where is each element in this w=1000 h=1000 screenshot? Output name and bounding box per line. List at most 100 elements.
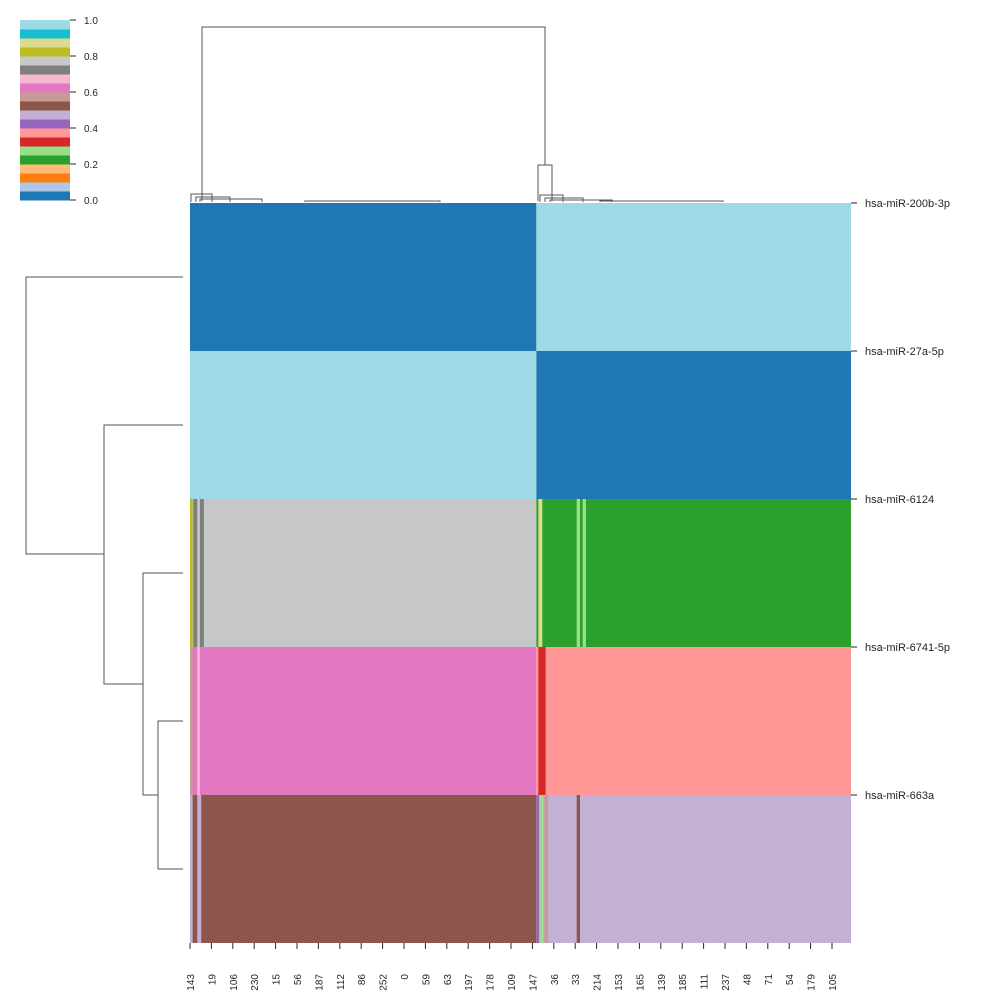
column-dendrogram	[190, 26, 724, 202]
row-label: hsa-miR-6741-5p	[865, 642, 950, 654]
col-label: 112	[336, 974, 347, 990]
colorbar-segment	[20, 155, 70, 165]
col-label: 63	[443, 974, 454, 986]
heatmap-stripe	[199, 499, 204, 647]
col-label: 48	[742, 974, 753, 986]
heatmap-grid	[190, 203, 851, 943]
colorbar-segment	[20, 110, 70, 120]
heatmap-cell	[536, 203, 851, 351]
dendrogram-link	[25, 276, 183, 555]
dendrogram-link	[103, 424, 183, 685]
col-label: 59	[421, 974, 432, 986]
dendrogram-link	[304, 200, 441, 202]
col-label: 197	[464, 974, 475, 991]
col-label: 252	[379, 974, 390, 991]
col-label: 153	[614, 974, 625, 991]
heatmap-cell	[190, 351, 537, 499]
col-label: 143	[186, 974, 197, 991]
dendrogram-link	[142, 572, 183, 796]
heatmap-stripe	[197, 647, 200, 795]
colorbar-tick-label: 0.0	[84, 196, 98, 207]
col-label: 178	[486, 974, 497, 991]
colorbar-segment	[20, 47, 70, 57]
col-label: 187	[314, 974, 325, 991]
col-label: 106	[229, 974, 240, 991]
heatmap-cell	[190, 647, 537, 795]
row-label: hsa-miR-663a	[865, 790, 935, 802]
dendrogram-link	[201, 26, 546, 201]
col-label: 179	[807, 974, 818, 991]
row-label: hsa-miR-200b-3p	[865, 198, 950, 210]
heatmap-stripe	[544, 795, 549, 943]
heatmap-stripe	[190, 647, 193, 795]
column-labels: 143 19 106 230 15 56 187 112 86 252 0 59 63 197 178 109…	[186, 943, 839, 991]
colorbar-segment	[20, 29, 70, 39]
heatmap-stripe	[536, 795, 540, 943]
colorbar-segment	[20, 191, 70, 201]
heatmap-stripe	[582, 499, 586, 647]
colorbar-segment	[20, 119, 70, 129]
dendrogram-link	[190, 193, 213, 202]
colorbar-segment	[20, 146, 70, 156]
colorbar-tick-label: 1.0	[84, 16, 98, 27]
heatmap-cell	[190, 499, 537, 647]
colorbar-segment	[20, 128, 70, 138]
heatmap-stripe	[576, 795, 580, 943]
colorbar-tick-label: 0.8	[84, 52, 98, 63]
dendrogram-link	[537, 164, 553, 201]
colorbar-segment	[20, 65, 70, 75]
colorbar-segment	[20, 164, 70, 174]
colorbar-segment	[20, 74, 70, 84]
dendrogram-link	[157, 720, 183, 870]
colorbar-segment	[20, 20, 70, 30]
col-label: 139	[657, 974, 668, 991]
heatmap-cell	[536, 351, 851, 499]
heatmap-cell	[190, 203, 537, 351]
col-label: 111	[700, 974, 711, 990]
col-label: 105	[828, 974, 839, 991]
heatmap-stripe	[190, 499, 193, 647]
heatmap-stripe	[576, 499, 580, 647]
colorbar-segment	[20, 173, 70, 183]
heatmap-cell	[190, 795, 537, 943]
row-label: hsa-miR-6124	[865, 494, 934, 506]
dendrogram-link	[599, 200, 724, 202]
col-label: 185	[678, 974, 689, 991]
col-label: 86	[357, 974, 368, 986]
colorbar-segment	[20, 101, 70, 111]
colorbar: 0.0 0.2 0.4 0.6 0.8 1.0	[20, 16, 98, 207]
col-label: 165	[635, 974, 646, 991]
col-label: 0	[400, 974, 411, 980]
row-label: hsa-miR-27a-5p	[865, 346, 944, 358]
col-label: 54	[785, 974, 796, 986]
heatmap-stripe	[193, 499, 198, 647]
colorbar-segment	[20, 38, 70, 48]
col-label: 214	[593, 974, 604, 991]
dendrogram-link	[199, 198, 263, 202]
col-label: 19	[207, 974, 218, 986]
col-label: 109	[507, 974, 518, 991]
col-label: 230	[250, 974, 261, 991]
row-dendrogram	[25, 276, 183, 870]
row-labels: hsa-miR-200b-3p hsa-miR-27a-5p hsa-miR-612…	[851, 198, 950, 802]
heatmap-stripe	[197, 795, 202, 943]
col-label: 36	[550, 974, 561, 986]
col-label: 15	[272, 974, 283, 986]
heatmap-cell	[536, 647, 851, 795]
col-label: 71	[764, 974, 775, 986]
heatmap-cell	[536, 499, 851, 647]
col-label: 56	[293, 974, 304, 986]
colorbar-tick-label: 0.2	[84, 160, 98, 171]
heatmap-stripe	[538, 647, 546, 795]
colorbar-segment	[20, 92, 70, 102]
colorbar-tick-label: 0.4	[84, 124, 98, 135]
colorbar-segment	[20, 137, 70, 147]
colorbar-segment	[20, 56, 70, 66]
colorbar-segment	[20, 83, 70, 93]
heatmap-stripe	[540, 795, 543, 943]
col-label: 237	[721, 974, 732, 991]
col-label: 33	[571, 974, 582, 986]
heatmap-stripe	[538, 499, 543, 647]
col-label: 147	[528, 974, 539, 991]
